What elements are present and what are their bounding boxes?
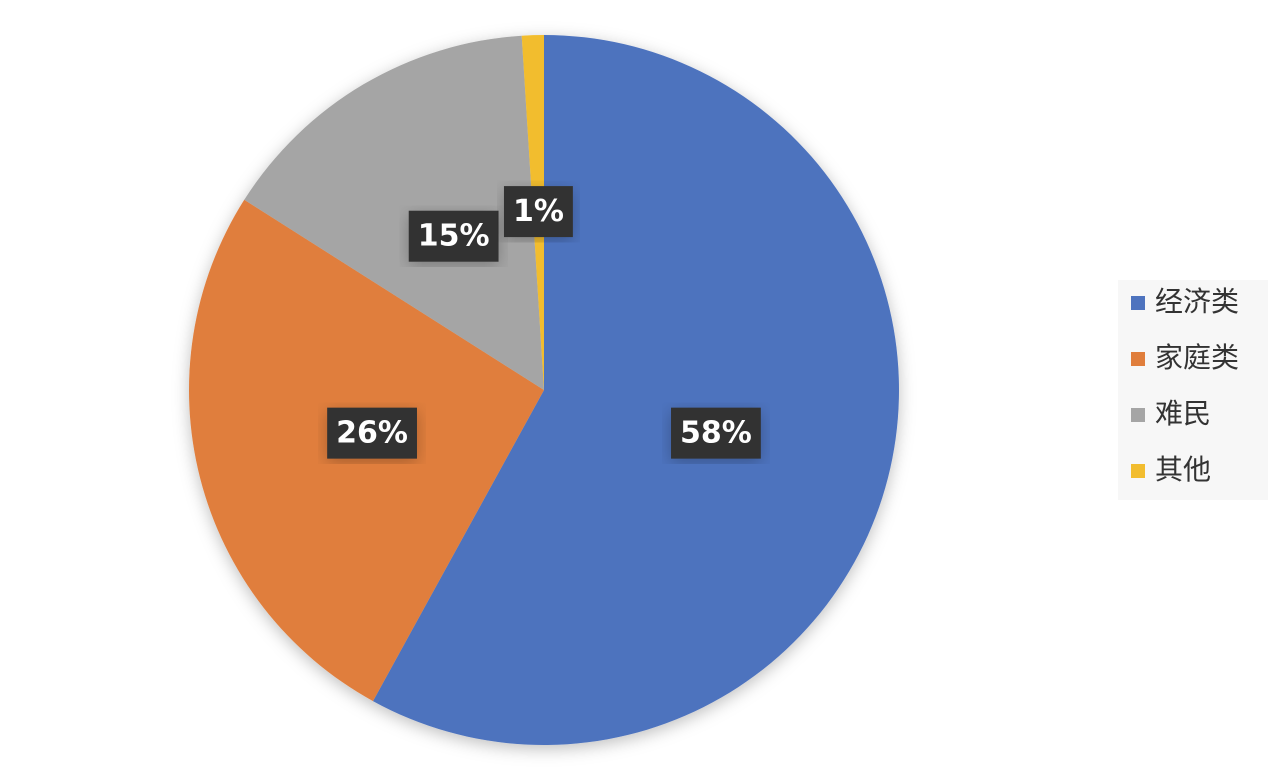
legend-swatch — [1131, 296, 1145, 310]
labels: 58% 26% 15% 1% — [327, 186, 761, 459]
legend-box — [1118, 280, 1268, 500]
legend-label: 其他 — [1155, 453, 1211, 486]
data-label-box — [503, 186, 573, 238]
data-label: 15% — [418, 219, 490, 254]
legend-swatch — [1131, 352, 1145, 366]
legend-swatch — [1131, 464, 1145, 478]
data-label-box — [671, 407, 761, 459]
legend-label: 家庭类 — [1155, 341, 1239, 374]
pie — [188, 35, 900, 746]
pie-slice — [372, 35, 900, 746]
data-label: 1% — [513, 194, 564, 229]
data-label: 58% — [680, 416, 752, 451]
legend-label: 难民 — [1155, 397, 1211, 430]
legend-label: 经济类 — [1155, 285, 1239, 318]
data-label-box — [408, 210, 499, 262]
data-label-box — [327, 407, 417, 459]
legend-swatch — [1131, 408, 1145, 422]
data-label: 26% — [336, 416, 408, 451]
pie-slice — [244, 35, 544, 391]
